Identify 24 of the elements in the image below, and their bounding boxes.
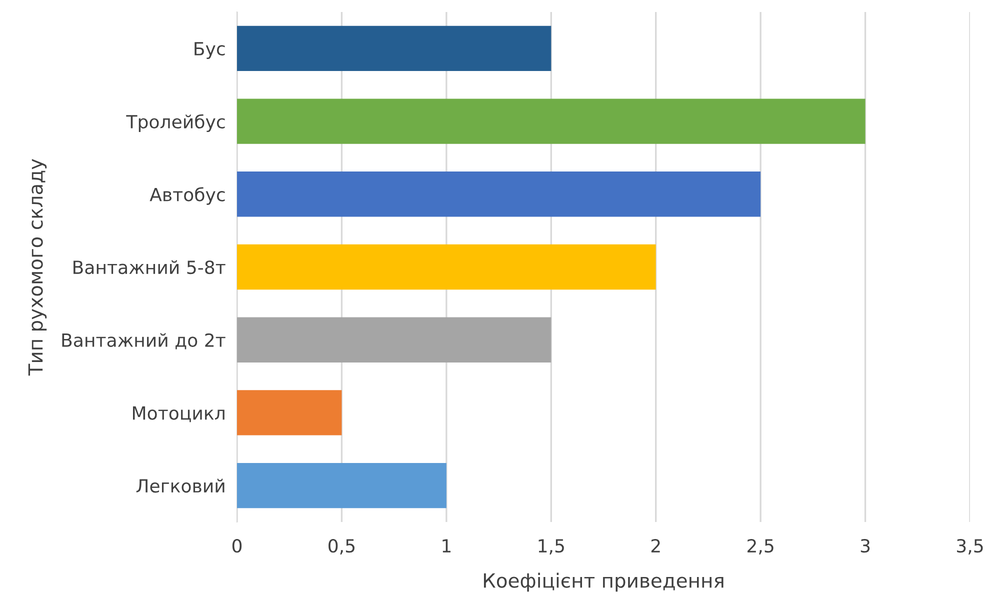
y-tick-label: Легковий bbox=[136, 478, 224, 493]
x-tick-label: 1,5 bbox=[538, 539, 564, 554]
x-axis-title: Коефіцієнт приведення bbox=[484, 572, 724, 592]
x-tick-label: 3,5 bbox=[957, 538, 983, 554]
bar bbox=[237, 462, 446, 508]
y-tick-label: Вантажний до 2т bbox=[62, 333, 226, 350]
x-tick-label: 1 bbox=[442, 539, 451, 552]
x-tick-label: 3 bbox=[860, 538, 870, 553]
x-tick-label: 0 bbox=[232, 538, 242, 553]
x-tick-label: 0,5 bbox=[328, 538, 354, 554]
x-tick-label: 2 bbox=[651, 538, 660, 552]
y-tick-label: Мотоцикл bbox=[133, 406, 224, 422]
y-tick-label: Автобус bbox=[150, 187, 225, 205]
y-tick-label: Бус bbox=[194, 42, 225, 60]
bar bbox=[237, 98, 866, 144]
y-tick-label: Тролейбус bbox=[126, 114, 225, 132]
bar bbox=[237, 26, 552, 72]
y-axis-title: Тип рухомого складу bbox=[28, 158, 47, 376]
bar bbox=[237, 390, 342, 436]
bar bbox=[237, 317, 552, 362]
bar bbox=[237, 244, 656, 290]
bar bbox=[237, 172, 761, 217]
x-tick-label: 2,5 bbox=[748, 538, 774, 554]
y-tick-label: Вантажний 5-8т bbox=[74, 260, 226, 274]
